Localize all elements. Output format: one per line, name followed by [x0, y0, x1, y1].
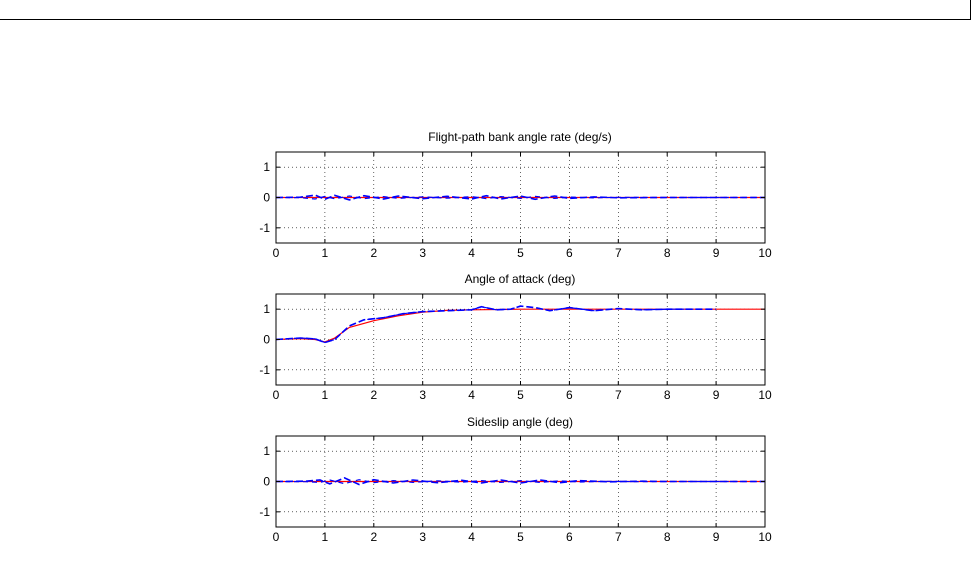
x-tick-label: 4: [468, 530, 475, 544]
x-tick-label: 2: [370, 530, 377, 544]
x-tick-label: 6: [566, 388, 573, 402]
subplot-title: Angle of attack (deg): [465, 272, 576, 286]
series-line-simulation-alt: [275, 479, 765, 485]
x-tick-label: 2: [370, 388, 377, 402]
x-tick-label: 0: [273, 388, 280, 402]
window-top-bar: [0, 0, 971, 20]
x-tick-label: 10: [758, 530, 772, 544]
x-tick-label: 9: [713, 530, 720, 544]
y-tick-label: 0: [263, 475, 270, 489]
x-tick-label: 8: [664, 530, 671, 544]
x-tick-label: 3: [419, 246, 426, 260]
series-line-simulation: [275, 477, 765, 486]
x-tick-label: 5: [517, 530, 524, 544]
x-tick-label: 1: [322, 388, 329, 402]
subplot-bank-angle-rate: Flight-path bank angle rate (deg/s) 0 1 2 3…: [259, 130, 772, 260]
y-tick-label: -1: [259, 221, 270, 235]
x-tick-label: 10: [758, 246, 772, 260]
x-tick-label: 7: [615, 530, 622, 544]
x-tick-label: 6: [566, 246, 573, 260]
subplot-title: Sideslip angle (deg): [467, 415, 573, 429]
y-tick-label: 0: [263, 191, 270, 205]
x-tick-label: 4: [468, 388, 475, 402]
x-tick-label: 4: [468, 246, 475, 260]
x-tick-label: 0: [273, 246, 280, 260]
x-tick-label: 3: [419, 388, 426, 402]
y-tick-label: -1: [259, 505, 270, 519]
x-tick-label: 3: [419, 530, 426, 544]
series-line-simulation-alt: [275, 195, 765, 200]
series-line-simulation-alt: [275, 305, 717, 344]
x-tick-label: 10: [758, 388, 772, 402]
y-tick-label: 1: [263, 160, 270, 174]
x-tick-label: 9: [713, 388, 720, 402]
y-tick-label: 1: [263, 302, 270, 316]
x-tick-label: 2: [370, 246, 377, 260]
x-tick-label: 8: [664, 246, 671, 260]
x-tick-label: 8: [664, 388, 671, 402]
x-tick-label: 0: [273, 530, 280, 544]
x-tick-label: 7: [615, 246, 622, 260]
series-line-simulation: [275, 305, 717, 344]
x-tick-label: 9: [713, 246, 720, 260]
x-tick-label: 1: [322, 530, 329, 544]
x-tick-label: 1: [322, 246, 329, 260]
x-tick-label: 6: [566, 530, 573, 544]
subplot-title: Flight-path bank angle rate (deg/s): [428, 130, 611, 144]
y-tick-label: -1: [259, 363, 270, 377]
y-tick-label: 1: [263, 444, 270, 458]
y-tick-label: 0: [263, 333, 270, 347]
x-tick-label: 5: [517, 388, 524, 402]
x-tick-label: 5: [517, 246, 524, 260]
x-tick-label: 7: [615, 388, 622, 402]
